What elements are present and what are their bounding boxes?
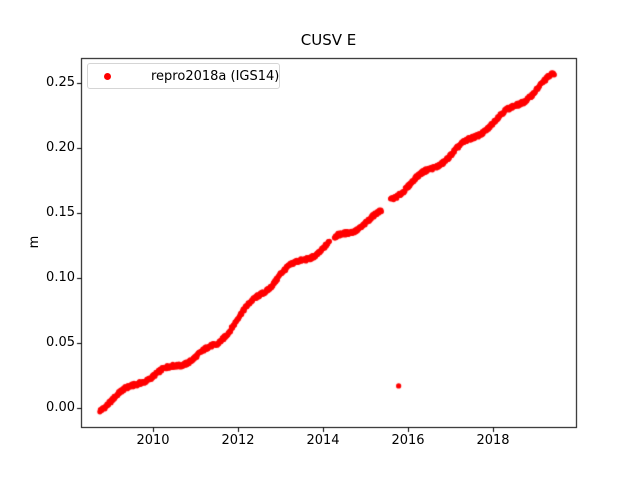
x-tick-label: 2016 <box>391 433 425 448</box>
y-tick-label: 0.00 <box>46 400 75 416</box>
x-tick-label: 2010 <box>136 433 170 448</box>
x-tick-label: 2012 <box>221 433 255 448</box>
y-tick-label: 0.25 <box>46 74 75 90</box>
y-tick-label: 0.10 <box>46 269 75 285</box>
y-tick-label: 0.20 <box>46 139 75 155</box>
y-tick-label: 0.15 <box>46 204 75 220</box>
x-tick-label: 2018 <box>476 433 510 448</box>
legend: repro2018a (IGS14) <box>87 63 280 89</box>
x-tick-label: 2014 <box>306 433 340 448</box>
legend-label: repro2018a (IGS14) <box>151 68 280 84</box>
legend-marker-icon <box>104 72 111 80</box>
y-tick-label: 0.05 <box>46 335 75 350</box>
y-axis-label-text: m <box>27 235 42 249</box>
chart-title: CUSV E <box>300 31 357 49</box>
